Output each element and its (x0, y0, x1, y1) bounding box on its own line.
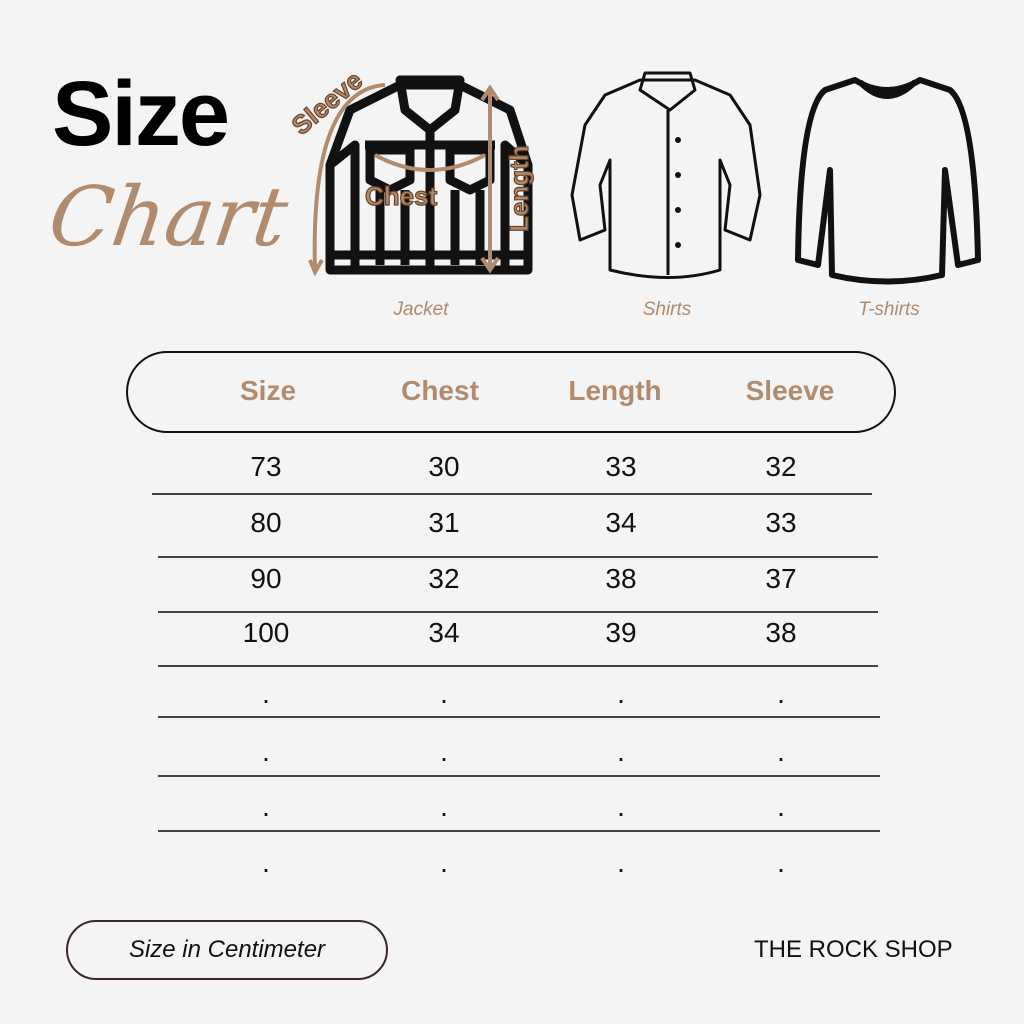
table-cell: 34 (605, 507, 637, 538)
header-size: Size (239, 375, 297, 406)
unit-note: Size in Centimeter (66, 920, 388, 980)
shirts-caption: Shirts (642, 299, 692, 320)
table-cell: . (440, 678, 448, 709)
table-cell: . (617, 791, 625, 822)
table-cell: 31 (428, 507, 460, 538)
table-cell: . (777, 736, 785, 767)
table-cell: 34 (428, 617, 460, 648)
table-cell: . (262, 678, 270, 709)
table-header: Size Chest Length Sleeve (126, 351, 896, 433)
table-cell: . (777, 678, 785, 709)
row-divider (158, 716, 880, 718)
row-divider (158, 556, 878, 558)
header-length: Length (568, 375, 662, 406)
table-cell: . (440, 847, 448, 878)
row-divider (158, 775, 880, 777)
table-cell: 32 (428, 563, 460, 594)
table-row: 80 31 34 33 (0, 507, 1024, 547)
jacket-caption: Jacket (393, 299, 449, 320)
title-size: Size (52, 63, 230, 165)
table-cell: . (440, 791, 448, 822)
title-chart: Chart (43, 170, 294, 265)
length-label: Length (504, 145, 534, 232)
table-cell: . (262, 847, 270, 878)
row-divider (158, 830, 880, 832)
jacket-illustration: Sleeve Chest Length (285, 64, 535, 277)
header-chest: Chest (401, 375, 479, 406)
row-divider (158, 611, 878, 613)
table-row: 100 34 39 38 (0, 617, 1024, 657)
table-cell: . (617, 736, 625, 767)
table-cell: 38 (605, 563, 637, 594)
tshirt-illustration (795, 77, 981, 285)
table-cell: 80 (250, 507, 282, 538)
table-row: .... (0, 678, 1024, 718)
table-row: .... (0, 736, 1024, 776)
table-row: 73 30 33 32 (0, 451, 1024, 491)
table-cell: 39 (605, 617, 637, 648)
table-cell: 38 (765, 617, 797, 648)
table-cell: 33 (765, 507, 797, 538)
shop-name: THE ROCK SHOP (754, 936, 953, 963)
table-cell: 30 (428, 451, 460, 482)
table-cell: . (262, 736, 270, 767)
table-cell: . (777, 847, 785, 878)
table-cell: . (617, 847, 625, 878)
table-cell: 100 (242, 617, 290, 648)
table-cell: . (262, 791, 270, 822)
table-cell: 33 (605, 451, 637, 482)
table-row: 90 32 38 37 (0, 563, 1024, 603)
row-divider (152, 493, 872, 495)
table-cell: 73 (250, 451, 282, 482)
table-row: .... (0, 791, 1024, 831)
shirt-illustration (570, 71, 762, 279)
table-cell: . (440, 736, 448, 767)
table-cell: . (617, 678, 625, 709)
chest-label: Chest (365, 181, 438, 211)
row-divider (158, 665, 878, 667)
header-sleeve: Sleeve (745, 375, 835, 406)
table-row: .... (0, 847, 1024, 887)
table-cell: 90 (250, 563, 282, 594)
table-cell: . (777, 791, 785, 822)
tshirts-caption: T-shirts (858, 299, 920, 320)
table-cell: 37 (765, 563, 797, 594)
table-cell: 32 (765, 451, 797, 482)
